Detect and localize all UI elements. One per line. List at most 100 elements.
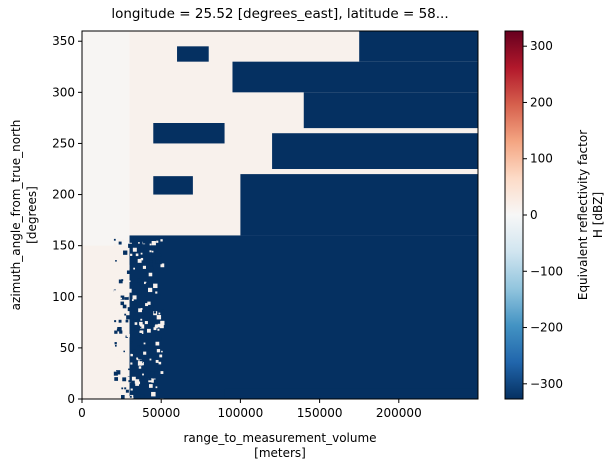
colorbar-ticks: −300 −200 −100 0 100 200 300 (523, 39, 563, 391)
heatmap-speckle-cell (126, 333, 130, 338)
heatmap-speckle-cell (147, 342, 151, 346)
heatmap-speckle-cell (149, 316, 153, 320)
heatmap-speckle-cell (131, 295, 134, 299)
heatmap-speckle-cell (122, 354, 127, 359)
x-tick-label: 150000 (297, 406, 343, 420)
heatmap-speckle-cell (157, 328, 160, 331)
heatmap-speckle-cell (137, 258, 142, 263)
heatmap-region-8 (153, 123, 225, 144)
heatmap-speckle-cell (151, 391, 156, 397)
heatmap-speckle-cell (122, 306, 127, 311)
heatmap-speckle-cell (131, 327, 135, 331)
y-tick-label: 250 (52, 136, 75, 150)
heatmap-region-4 (303, 92, 478, 129)
plot-frame (81, 30, 479, 400)
heatmap-speckle-cell (120, 295, 125, 300)
heatmap-speckle-cell (120, 301, 125, 306)
heatmap-speckle-cell (132, 363, 136, 368)
heatmap-speckle-cell (122, 304, 127, 309)
heatmap-speckle-cell (134, 298, 138, 302)
heatmap-speckle-cell (126, 270, 131, 274)
heatmap-speckle-cell (114, 330, 118, 334)
heatmap-speckle-cell (133, 257, 137, 260)
heatmap-speckle-cell (125, 396, 128, 399)
y-tick-label: 50 (60, 341, 75, 355)
heatmap-speckle-cell (122, 263, 125, 266)
heatmap-speckle-cell (115, 260, 117, 262)
heatmap-speckle-cell (130, 388, 133, 391)
heatmap-speckle-cell (160, 263, 165, 268)
x-tick-label: 50000 (142, 406, 180, 420)
heatmap-speckle-cell (138, 242, 140, 244)
heatmap-speckle-cell (124, 313, 127, 316)
heatmap-speckle-cell (125, 376, 130, 381)
heatmap-speckle-cell (155, 282, 158, 285)
heatmap-speckle-cell (146, 271, 149, 274)
heatmap-speckle-cell (139, 326, 142, 329)
colorbar (504, 30, 524, 400)
heatmap-speckle-cell (153, 283, 158, 289)
x-axis-label-line1: range_to_measurement_volume (183, 431, 376, 445)
heatmap-speckle-cell (124, 387, 127, 390)
heatmap-speckle-cell (151, 378, 156, 383)
heatmap-speckle-cell (123, 350, 125, 353)
heatmap-speckle-cell (132, 295, 137, 300)
heatmap-speckle-cell (136, 357, 138, 360)
heatmap-speckle-cell (158, 361, 162, 365)
heatmap-speckle-cell (155, 259, 160, 264)
heatmap-speckle-cell (132, 349, 137, 354)
heatmap-speckle-cell (149, 260, 153, 264)
y-axis-label-line1: azimuth_angle_from_true_north (9, 120, 23, 311)
x-tick-label: 200000 (376, 406, 422, 420)
heatmap-speckle-cell (157, 337, 162, 341)
heatmap-region-2 (240, 174, 478, 236)
heatmap-speckle-cell (154, 368, 158, 372)
heatmap-speckle-cell (158, 253, 162, 257)
heatmap-speckle-cell (119, 330, 123, 334)
y-axis-label-line2: [degrees] (25, 186, 39, 244)
heatmap-speckle-cell (134, 379, 140, 384)
heatmap-speckle-cell (151, 250, 154, 253)
heatmap-speckle-cell (126, 315, 131, 320)
heatmap-speckle-cell (139, 330, 142, 334)
heatmap-speckle-cell (159, 354, 163, 358)
heatmap-speckle-cell (118, 241, 122, 245)
heatmap-speckle-cell (129, 243, 133, 248)
heatmap-speckle-cell (125, 360, 129, 364)
heatmap-speckle-cell (116, 328, 119, 331)
heatmap-speckle-cell (156, 240, 159, 243)
heatmap-speckle-cell (114, 342, 117, 345)
heatmap-speckle-cell (123, 250, 128, 255)
colorbar-tick-label: 0 (530, 208, 538, 222)
heatmap-speckle-cell (155, 341, 160, 346)
heatmap-speckle-cell (158, 293, 161, 296)
heatmap-speckle-cell (147, 317, 151, 322)
colorbar-tick-label: −300 (530, 377, 563, 391)
heatmap-speckle-cell (132, 247, 137, 252)
colorbar-label-line1: Equivalent reflectivity factor (576, 130, 590, 300)
heatmap-speckle-cell (155, 334, 159, 338)
colorbar-tick-label: 100 (530, 152, 553, 166)
heatmap-speckle-cell (140, 257, 144, 261)
heatmap-speckle-cell (148, 377, 152, 381)
heatmap-region-0 (129, 235, 478, 399)
heatmap-speckle-cell (144, 321, 148, 325)
heatmap-speckle-cell (134, 303, 137, 305)
heatmap-speckle-cell (125, 340, 128, 343)
heatmap-speckle-cell (117, 291, 121, 295)
heatmap-region-10 (82, 31, 130, 246)
heatmap-speckle-cell (121, 289, 125, 293)
heatmap-speckle-cell (137, 290, 142, 295)
heatmap-speckle-cell (143, 351, 147, 355)
heatmap-speckle-cell (135, 238, 138, 241)
heatmap-speckle-cell (118, 386, 121, 389)
heatmap-speckle-cell (130, 341, 133, 344)
heatmap-speckle-cell (113, 238, 116, 241)
y-tick-label: 0 (67, 392, 75, 406)
heatmap-region-7 (153, 176, 193, 195)
heatmap-speckle-cell (157, 323, 162, 328)
heatmap-speckle-cell (120, 317, 125, 322)
heatmap-speckle-cell (139, 324, 145, 329)
heatmap-speckle-cell (128, 368, 130, 371)
heatmap-speckle-cell (116, 370, 121, 375)
